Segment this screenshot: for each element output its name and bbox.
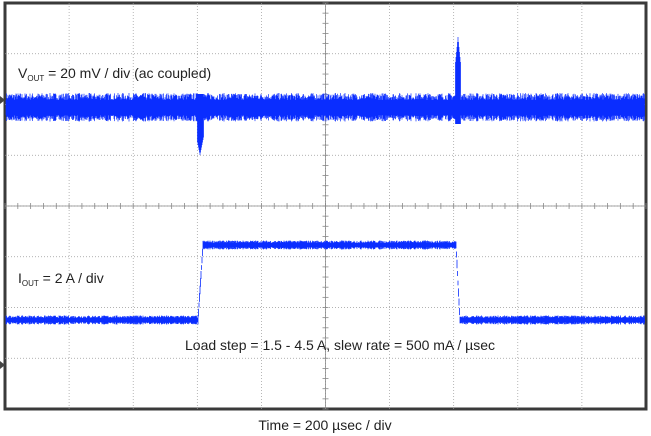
iout-label: IOUT = 2 A / div [18,270,104,288]
traces [5,37,645,325]
iout-trace [5,240,645,325]
iout-subscript: OUT [22,279,39,288]
vout-subscript: OUT [27,74,44,83]
grid [4,2,647,410]
vout-text: = 20 mV / div (ac coupled) [44,65,211,81]
load-step-note: Load step = 1.5 - 4.5 A, slew rate = 500… [185,337,495,353]
ch2-marker [0,361,5,369]
iout-text: = 2 A / div [39,270,104,286]
vout-trace [5,37,645,155]
ch1-marker [0,96,5,104]
iout-symbol: I [18,270,22,286]
vout-symbol: V [18,65,28,81]
time-label: Time = 200 µsec / div [258,417,391,433]
vout-label: VOUT = 20 mV / div (ac coupled) [18,65,211,83]
